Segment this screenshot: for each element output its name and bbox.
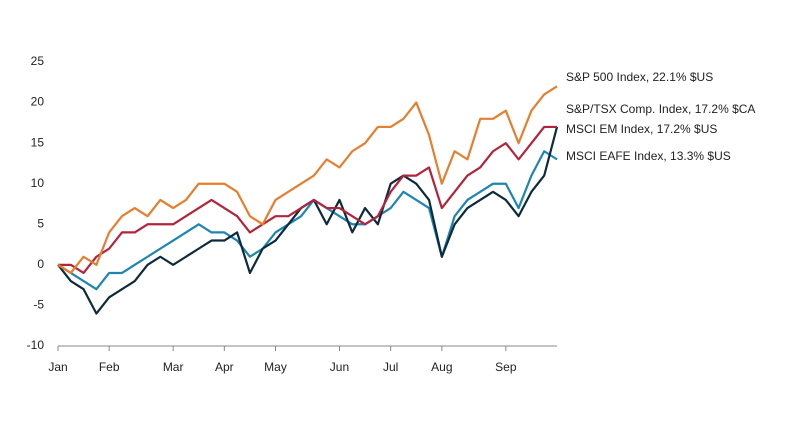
series-line bbox=[58, 125, 557, 275]
x-tick-label: May bbox=[264, 360, 287, 374]
series-line bbox=[57, 126, 559, 315]
legend-label: S&P/TSX Comp. Index, 17.2% $CA bbox=[566, 102, 755, 116]
y-tick-label: -10 bbox=[27, 338, 45, 352]
y-tick-label: 0 bbox=[37, 257, 44, 271]
legend-label: MSCI EAFE Index, 13.3% $US bbox=[566, 149, 731, 163]
x-tick-label: Mar bbox=[163, 360, 184, 374]
x-tick-label: Apr bbox=[215, 360, 234, 374]
series-line bbox=[57, 150, 558, 291]
y-tick-label: -5 bbox=[33, 298, 44, 312]
x-tick-label: Jun bbox=[330, 360, 349, 374]
y-tick-label: 10 bbox=[31, 176, 45, 190]
legend-label: MSCI EM Index, 17.2% $US bbox=[566, 122, 717, 136]
y-tick-label: 15 bbox=[31, 135, 45, 149]
x-tick-label: Jul bbox=[383, 360, 398, 374]
x-tick-label: Jan bbox=[48, 360, 67, 374]
y-tick-label: 5 bbox=[37, 216, 44, 230]
legend-label: S&P 500 Index, 22.1% $US bbox=[566, 70, 713, 84]
x-tick-label: Aug bbox=[431, 360, 452, 374]
y-tick-label: 20 bbox=[31, 95, 45, 109]
y-tick-label: 25 bbox=[31, 54, 45, 68]
x-tick-label: Sep bbox=[495, 360, 517, 374]
x-tick-label: Feb bbox=[99, 360, 120, 374]
series-line bbox=[57, 85, 558, 275]
